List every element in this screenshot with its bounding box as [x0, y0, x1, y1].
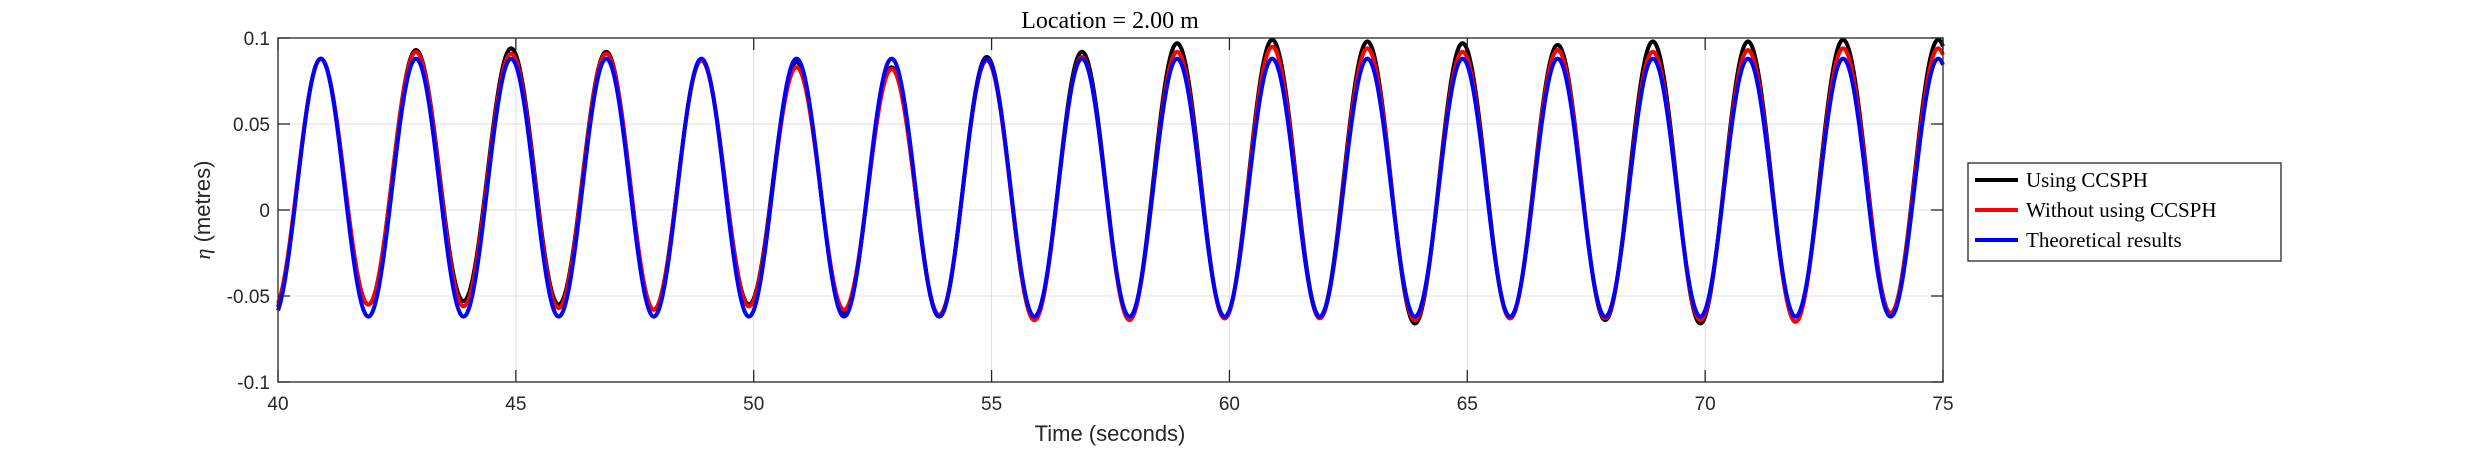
y-axis-symbol: η	[190, 249, 215, 260]
y-tick-label: 0.05	[233, 115, 270, 136]
x-tick-label: 65	[1457, 394, 1478, 415]
series-line-3	[276, 56, 1945, 319]
axis-ticks: 40 45 50 55 60 65 70 75 -0.1 -0.05 0 0.05 0.1	[227, 29, 1954, 415]
x-axis-label: Time (seconds)	[1035, 421, 1186, 446]
x-tick-label: 55	[981, 394, 1002, 415]
x-tick-label: 60	[1219, 394, 1240, 415]
x-tick-label: 50	[743, 394, 764, 415]
y-tick-label: -0.05	[227, 287, 270, 308]
chart-title: Location = 2.00 m	[1021, 8, 1199, 34]
series-group	[276, 37, 1945, 326]
x-tick-label: 45	[505, 394, 526, 415]
y-tick-label: 0	[259, 201, 270, 222]
legend: Using CCSPH Without using CCSPH Theoretica…	[1967, 162, 2282, 262]
legend-entry-1: Using CCSPH	[2026, 168, 2148, 192]
y-axis-label: η (metres)	[190, 161, 215, 260]
y-tick-label: 0.1	[244, 29, 270, 50]
y-axis-unit: (metres)	[190, 161, 215, 249]
x-tick-label: 40	[267, 394, 288, 415]
legend-entry-2: Without using CCSPH	[2026, 198, 2217, 222]
x-tick-label: 70	[1695, 394, 1716, 415]
legend-box	[1967, 162, 2282, 262]
legend-entry-3: Theoretical results	[2026, 228, 2182, 252]
x-tick-label: 75	[1932, 394, 1953, 415]
y-tick-label: -0.1	[237, 373, 270, 394]
